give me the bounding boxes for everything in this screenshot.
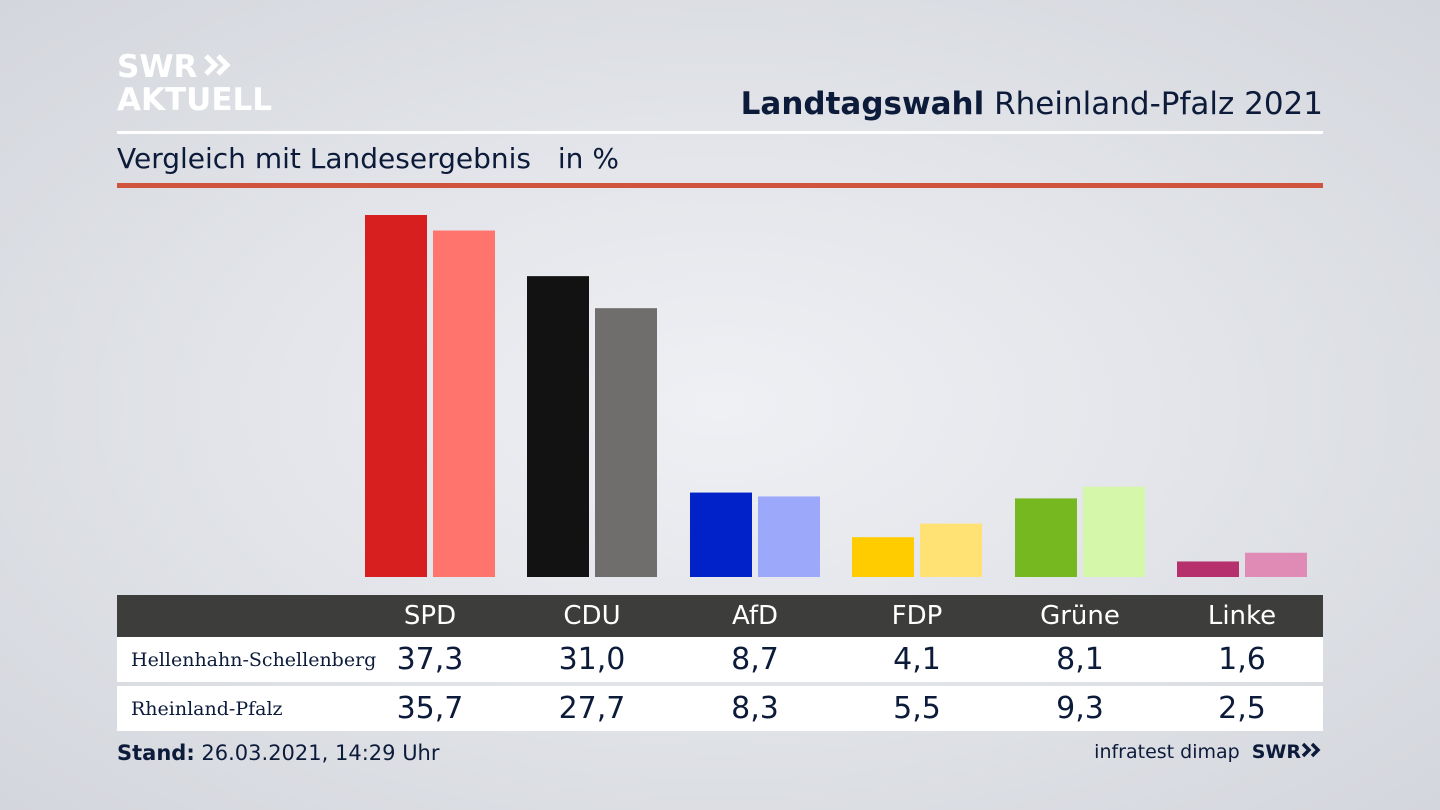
table-row: Rheinland-Pfalz 35,7 27,7 8,3 5,5 9,3 2,… (117, 686, 1323, 731)
stand-label: Stand: (117, 741, 195, 765)
logo-aktuell-text: AKTUELL (117, 82, 273, 118)
bar-grüne-local (1015, 498, 1077, 577)
bar-linke-state (1245, 552, 1307, 577)
bar-spd-local (365, 215, 427, 577)
accent-divider (117, 183, 1323, 188)
value-cell: 35,7 (396, 691, 464, 726)
value-cell: 1,6 (1218, 642, 1266, 677)
double-chevron-icon (1301, 741, 1323, 763)
bar-afd-local (690, 492, 752, 577)
bar-linke-local (1177, 561, 1239, 577)
row-label: Rheinland-Pfalz (131, 697, 283, 720)
table-header: SPD CDU AfD FDP Grüne Linke (117, 595, 1323, 637)
page-title-rest: Rheinland-Pfalz 2021 (994, 86, 1323, 122)
value-cell: 8,1 (1056, 642, 1104, 677)
page-title-bold: Landtagswahl (740, 86, 985, 122)
swr-aktuell-logo: SWR AKTUELL (117, 52, 272, 116)
header-gruene: Grüne (1040, 601, 1120, 631)
header-spd: SPD (403, 601, 457, 631)
value-cell: 5,5 (893, 691, 941, 726)
logo-swr-text: SWR (117, 49, 198, 85)
value-cell: 9,3 (1056, 691, 1104, 726)
value-cell: 27,7 (558, 691, 626, 726)
subtitle-text: Vergleich mit Landesergebnis (117, 142, 531, 175)
double-chevron-icon (203, 52, 233, 83)
value-cell: 4,1 (893, 642, 941, 677)
value-cell: 2,5 (1218, 691, 1266, 726)
value-cell: 8,7 (731, 642, 779, 677)
bar-cdu-local (527, 276, 589, 577)
value-cell: 37,3 (396, 642, 464, 677)
value-cell: 8,3 (731, 691, 779, 726)
bar-afd-state (758, 496, 820, 577)
title-divider (117, 131, 1323, 134)
source-credit: infratest dimap SWR (1094, 741, 1323, 763)
footer-brand: SWR (1252, 741, 1323, 763)
source-text: infratest dimap (1094, 741, 1240, 763)
unit-label: in % (557, 142, 619, 175)
bar-fdp-state (920, 523, 982, 577)
header-cdu: CDU (563, 601, 621, 631)
value-cell: 31,0 (558, 642, 626, 677)
results-table: SPD CDU AfD FDP Grüne Linke Hellenhahn-S… (117, 595, 1323, 731)
page-title: Landtagswahl Rheinland-Pfalz 2021 (741, 86, 1323, 122)
header-linke: Linke (1207, 601, 1277, 631)
row-label: Hellenhahn-Schellenberg (131, 648, 377, 671)
bar-fdp-local (852, 537, 914, 577)
bar-grüne-state (1083, 486, 1145, 577)
timestamp: Stand: 26.03.2021, 14:29 Uhr (117, 741, 440, 765)
chart-subtitle: Vergleich mit Landesergebnis in % (117, 142, 619, 175)
header-fdp: FDP (891, 601, 943, 631)
bar-spd-state (433, 230, 495, 578)
footer-brand-text: SWR (1251, 741, 1301, 763)
table-row: Hellenhahn-Schellenberg 37,3 31,0 8,7 4,… (117, 637, 1323, 682)
bar-cdu-state (595, 308, 657, 577)
stand-value: 26.03.2021, 14:29 Uhr (201, 741, 440, 765)
header-afd: AfD (731, 601, 779, 631)
